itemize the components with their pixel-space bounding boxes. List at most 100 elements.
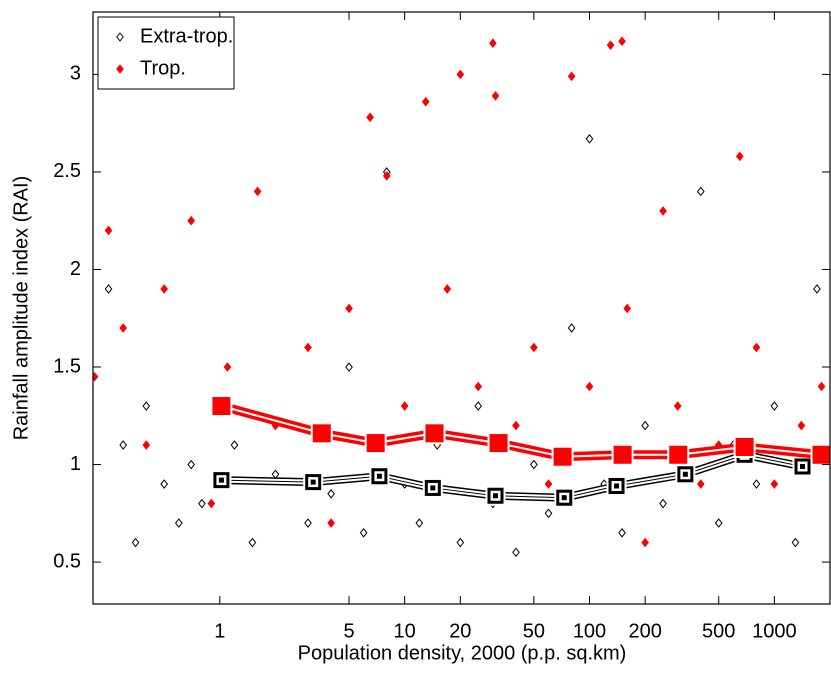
mean-line-inner: [221, 405, 822, 458]
data-point: [696, 479, 705, 489]
data-point: [174, 518, 183, 528]
mean-marker: [364, 432, 387, 455]
y-tick-label: 1: [70, 453, 81, 475]
x-tick-label: 1000: [752, 620, 797, 642]
data-point: [327, 488, 335, 499]
data-point: [673, 401, 682, 411]
plot-frame: [92, 11, 831, 605]
y-tick-label: 1.5: [53, 355, 81, 377]
data-point: [198, 498, 206, 509]
data-point: [93, 371, 99, 382]
data-point: [641, 420, 649, 431]
data-point: [345, 303, 353, 314]
legend-marker: [116, 64, 124, 74]
data-point: [618, 36, 626, 47]
data-point: [474, 401, 483, 411]
y-tick-label: 2.5: [53, 160, 81, 182]
mean-line-core: [221, 454, 803, 499]
data-point: [585, 381, 594, 392]
data-point: [530, 342, 538, 353]
mean-marker: [423, 422, 446, 445]
data-point: [223, 362, 232, 372]
data-point: [456, 69, 465, 80]
data-point: [400, 401, 409, 411]
data-point: [345, 362, 353, 372]
mean-marker-core: [310, 479, 316, 485]
data-point: [160, 284, 169, 294]
data-point: [142, 440, 151, 450]
data-point: [304, 342, 312, 353]
x-tick-label: 50: [523, 620, 545, 642]
mean-line-group: [210, 395, 830, 468]
data-point: [187, 459, 196, 470]
data-point: [696, 186, 705, 197]
data-point: [770, 479, 779, 489]
x-tick-label: 200: [628, 620, 661, 642]
data-point: [366, 112, 374, 123]
data-point: [160, 479, 169, 489]
mean-marker: [611, 443, 634, 466]
legend-marker: [116, 32, 124, 42]
x-axis-label: Population density, 2000 (p.p. sq.km): [298, 642, 627, 664]
data-point: [248, 537, 257, 548]
data-point: [304, 518, 312, 528]
y-tick-label: 0.5: [53, 550, 81, 572]
mean-marker: [810, 443, 830, 466]
data-point: [585, 133, 594, 144]
data-point: [119, 323, 128, 333]
data-point: [271, 469, 280, 480]
mean-marker: [667, 443, 690, 466]
data-point: [659, 206, 667, 216]
data-point: [489, 38, 497, 49]
mean-marker-core: [614, 483, 620, 489]
mean-marker: [210, 395, 233, 418]
data-point: [359, 528, 368, 538]
data-point: [530, 459, 538, 470]
x-tick-label: 20: [449, 620, 471, 642]
data-point: [104, 225, 113, 236]
mean-marker-core: [800, 463, 806, 469]
x-tick-label: 10: [394, 620, 416, 642]
data-point: [752, 479, 761, 489]
data-point: [512, 547, 520, 558]
data-point: [544, 508, 553, 519]
mean-marker-core: [682, 471, 688, 477]
data-point: [791, 537, 800, 548]
data-point: [104, 284, 113, 294]
data-point: [797, 420, 806, 431]
data-point: [770, 401, 779, 411]
mean-marker-core: [376, 473, 382, 479]
x-tick-label: 100: [573, 620, 606, 642]
data-point: [606, 40, 615, 50]
data-point: [207, 498, 216, 509]
y-tick-label: 3: [70, 63, 81, 85]
data-point: [641, 537, 649, 548]
data-point: [752, 342, 761, 353]
data-point: [142, 401, 151, 411]
mean-marker-core: [561, 495, 567, 501]
data-point: [817, 381, 826, 392]
data-point: [567, 71, 576, 82]
data-point: [512, 420, 520, 431]
data-point: [813, 284, 821, 294]
plot-area: [93, 36, 830, 558]
y-tick-label: 2: [70, 258, 81, 280]
mean-marker-core: [430, 485, 436, 491]
data-point: [659, 498, 667, 509]
x-tick-label: 500: [702, 620, 735, 642]
mean-marker: [310, 422, 333, 445]
data-point: [187, 215, 196, 226]
data-point: [623, 303, 632, 314]
data-point: [253, 186, 262, 197]
mean-marker: [487, 432, 510, 455]
legend-label: Trop.: [140, 57, 186, 79]
x-tick-label: 5: [343, 620, 354, 642]
data-point: [491, 91, 500, 101]
data-point: [544, 479, 553, 489]
data-point: [382, 171, 391, 181]
data-point: [714, 518, 723, 528]
data-point: [230, 440, 239, 450]
mean-line-group: [211, 444, 813, 508]
data-point: [474, 381, 483, 392]
